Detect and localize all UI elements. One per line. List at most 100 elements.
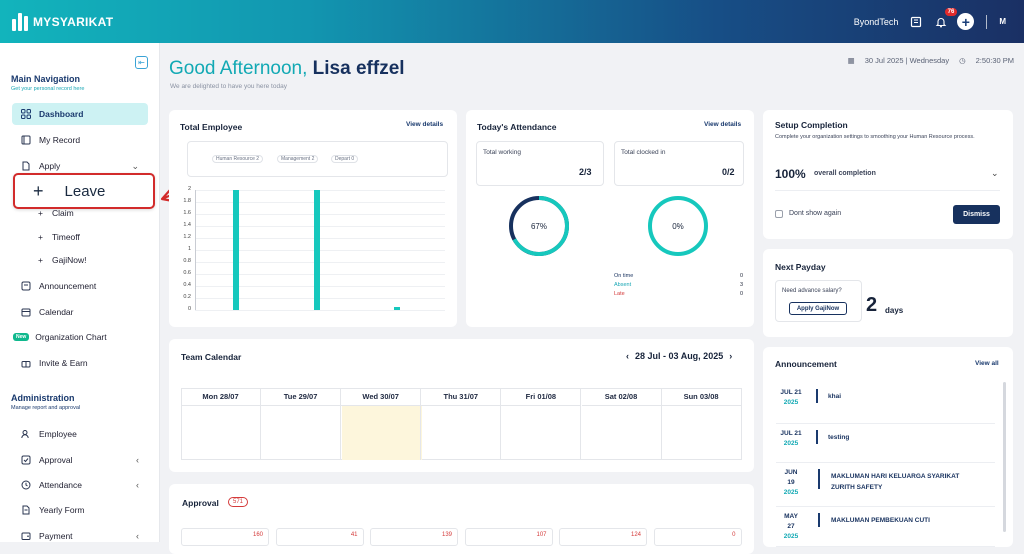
calendar-range-nav: ‹ 28 Jul - 03 Aug, 2025 › — [626, 351, 732, 361]
announcement-item[interactable]: JUN 19 2025 MAKLUMAN HARI KELUARGA SYARIKA… — [776, 463, 995, 507]
setup-percent-label: overall completion — [814, 170, 876, 177]
greeting-subtitle: We are delighted to have you here today — [170, 83, 287, 90]
sidebar-subitem-label: Timeoff — [51, 232, 80, 242]
main-navigation-title: Main Navigation — [11, 74, 81, 84]
calendar-day-cell[interactable] — [662, 406, 742, 460]
dont-show-checkbox[interactable] — [775, 210, 783, 218]
calendar-today-cell[interactable] — [342, 406, 422, 460]
announcement-item[interactable]: JUL 21 2025 khai — [776, 383, 995, 424]
attendance-view-details[interactable]: View details — [704, 121, 742, 128]
clocked-donut: 0% — [648, 196, 708, 256]
calendar-range: 28 Jul - 03 Aug, 2025 — [635, 351, 724, 361]
sidebar-item-employee[interactable]: Employee — [12, 423, 148, 445]
grid-line — [195, 286, 445, 287]
calendar-day-cell[interactable] — [421, 406, 502, 460]
sidebar-item-attendance[interactable]: Attendance ‹ — [12, 474, 148, 496]
quick-add-button[interactable]: + — [957, 13, 975, 30]
book-icon — [20, 135, 31, 146]
filter-depart[interactable]: Depart 0 — [331, 155, 359, 163]
sidebar-item-my-record[interactable]: My Record — [12, 129, 148, 151]
total-working-value: 2/3 — [579, 167, 592, 177]
sidebar-item-payment[interactable]: Payment ‹ — [12, 525, 148, 547]
total-employee-view-details[interactable]: View details — [406, 121, 444, 128]
advance-salary-box — [775, 280, 862, 322]
calendar-day-cell[interactable] — [501, 406, 582, 460]
approval-category-box[interactable]: 160 — [181, 528, 269, 546]
announcement-divider — [816, 430, 818, 444]
chevron-left-icon[interactable]: ‹ — [626, 351, 629, 361]
chevron-down-icon[interactable]: ⌄ — [991, 168, 999, 178]
approval-category-box[interactable]: 107 — [464, 528, 553, 546]
sidebar-item-yearly-form[interactable]: Yearly Form — [12, 499, 148, 521]
divider — [775, 190, 1000, 191]
calendar-day-cell[interactable] — [341, 406, 422, 460]
wallet-icon — [20, 531, 31, 542]
sidebar-item-announcement[interactable]: Announcement — [12, 275, 148, 297]
sidebar-item-organization-chart[interactable]: New Organization Chart — [8, 326, 144, 348]
attendance-title: Today's Attendance — [477, 122, 557, 132]
greeting-title: Good Afternoon, Lisa effzel — [169, 58, 405, 80]
bar-management[interactable] — [314, 190, 320, 310]
sidebar-item-calendar[interactable]: Calendar — [12, 301, 148, 323]
apply-gajinow-button[interactable]: Apply GajiNow — [789, 302, 847, 315]
bell-icon[interactable]: 76 — [932, 7, 958, 31]
sidebar-subitem-label: Claim — [51, 208, 74, 218]
calendar-day-cell[interactable] — [181, 406, 261, 460]
announcement-text: testing — [828, 434, 850, 441]
announcement-item[interactable]: MAY 27 2025 MAKLUMAN PEMBEKUAN CUTI — [776, 507, 995, 547]
avatar[interactable]: M — [999, 17, 1006, 26]
company-name[interactable]: ByondTech — [853, 16, 899, 27]
y-tick-label: 2 — [187, 186, 191, 192]
announcement-text: khai — [828, 393, 842, 400]
sidebar-subitem-timeoff[interactable]: + Timeoff — [38, 232, 80, 242]
calendar-day-cell[interactable] — [261, 406, 342, 460]
sidebar-item-dashboard[interactable]: Dashboard — [12, 103, 148, 125]
sidebar-item-approval[interactable]: Approval ‹ — [12, 449, 148, 471]
administration-subtitle: Manage report and approval — [11, 405, 81, 411]
approval-category-box[interactable]: 124 — [559, 528, 647, 546]
grid-line — [195, 250, 445, 251]
sidebar-item-apply[interactable]: Apply ⌄ — [12, 155, 148, 177]
calendar-day-cell[interactable] — [582, 406, 662, 460]
collapse-sidebar-icon[interactable]: ⇤ — [135, 56, 148, 69]
bar-depart[interactable] — [394, 307, 400, 310]
app-logo[interactable]: MYSYARIKAT — [12, 12, 113, 31]
y-tick-label: 1.6 — [183, 210, 191, 216]
form-icon — [20, 505, 31, 516]
announcement-date: MAY 27 2025 — [780, 512, 802, 542]
approval-category-box[interactable]: 139 — [370, 528, 458, 546]
filter-human-resource[interactable]: Human Resource 2 — [212, 155, 264, 163]
chevron-down-icon: ⌄ — [131, 160, 139, 171]
calendar-icon: ▦ — [847, 56, 855, 65]
announcement-month-day: JUL 21 — [780, 389, 802, 396]
gift-icon — [20, 358, 31, 369]
sidebar-subitem-claim[interactable]: + Claim — [38, 208, 74, 218]
approval-category-box[interactable]: 0 — [653, 528, 742, 546]
dismiss-button[interactable]: Dismiss — [953, 205, 1000, 224]
announcement-divider — [818, 513, 820, 527]
working-donut: 67% — [509, 196, 569, 256]
sidebar-subitem-gajinow[interactable]: + GajiNow! — [38, 255, 86, 265]
building-icon[interactable] — [907, 13, 925, 31]
sidebar-item-invite-earn[interactable]: Invite & Earn — [12, 352, 148, 374]
grid-line — [195, 202, 445, 203]
sidebar-subitem-leave-highlighted[interactable]: + Leave — [13, 173, 155, 209]
sidebar-subitem-label: Leave — [64, 182, 106, 200]
announcement-scrollbar[interactable] — [1003, 382, 1006, 532]
announcement-item[interactable]: JUL 21 2025 testing — [776, 424, 995, 463]
y-tick-label: 1.4 — [183, 222, 191, 228]
plus-icon: + — [33, 180, 44, 201]
plus-icon: + — [38, 208, 43, 218]
y-tick-label: 0 — [187, 306, 191, 312]
announcement-text: MAKLUMAN HARI KELUARGA SYARIKAT ZURITH S… — [831, 473, 960, 491]
payday-days-label: days — [885, 306, 904, 315]
y-tick-label: 0.6 — [183, 270, 191, 276]
announcement-divider — [816, 389, 818, 403]
filter-management[interactable]: Management 2 — [277, 155, 319, 163]
chevron-right-icon[interactable]: › — [729, 351, 733, 361]
calendar-day-header: Wed 30/07 — [341, 388, 422, 406]
bar-human-resource[interactable] — [233, 190, 239, 310]
announcement-view-all[interactable]: View all — [975, 360, 999, 367]
announcement-title: Announcement — [775, 359, 837, 369]
approval-category-box[interactable]: 41 — [275, 528, 364, 546]
